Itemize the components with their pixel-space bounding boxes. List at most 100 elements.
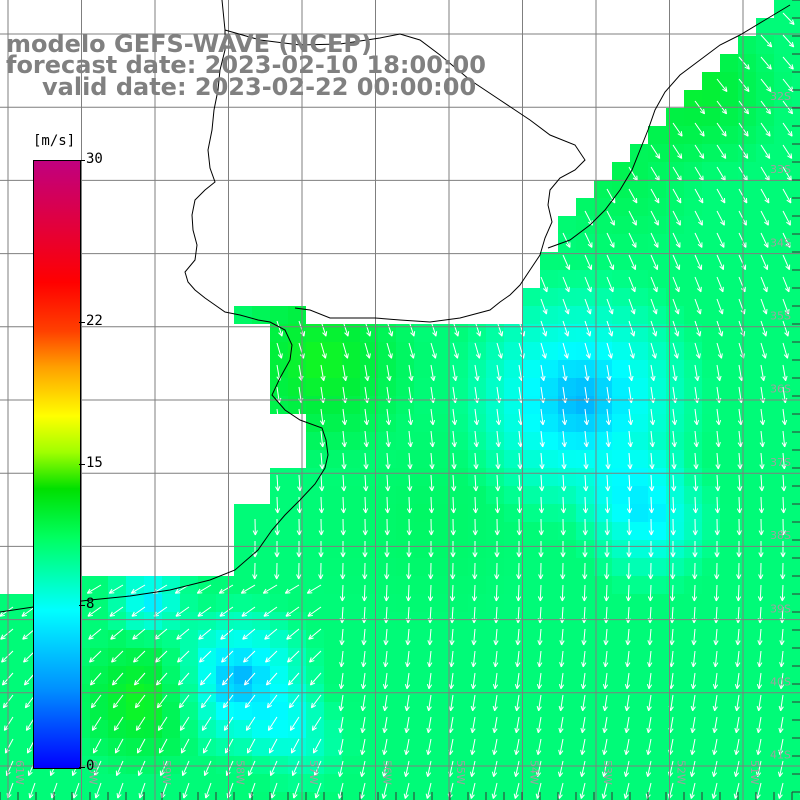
wind-arrow	[777, 760, 784, 777]
wind-arrow	[716, 254, 725, 271]
wind-speed-cell	[684, 360, 702, 378]
wind-arrow	[733, 760, 740, 777]
wind-arrow	[584, 342, 591, 359]
wind-speed-cell	[648, 720, 666, 738]
wind-speed-cell	[630, 666, 648, 684]
wind-speed-cell	[216, 612, 234, 630]
wind-speed-cell	[666, 630, 684, 648]
wind-speed-cell	[450, 612, 468, 630]
wind-arrow	[692, 518, 698, 536]
wind-arrow	[759, 430, 765, 448]
wind-arrow	[495, 474, 501, 492]
wind-arrow	[405, 584, 412, 602]
wind-speed-cell	[612, 306, 630, 324]
wind-arrow	[782, 12, 795, 25]
wind-speed-cell	[594, 198, 612, 216]
wind-arrow	[650, 276, 658, 293]
wind-speed-cell	[504, 666, 522, 684]
wind-arrow	[86, 584, 102, 594]
wind-speed-cell	[522, 756, 540, 774]
wind-speed-cell	[162, 792, 180, 800]
wind-speed-cell	[504, 450, 522, 468]
wind-arrow	[626, 562, 632, 580]
wind-speed-cell	[540, 324, 558, 342]
wind-speed-cell	[396, 774, 414, 792]
wind-speed-cell	[468, 774, 486, 792]
wind-speed-cell	[792, 144, 800, 162]
wind-speed-cell	[144, 774, 162, 792]
wind-speed-cell	[216, 630, 234, 648]
wind-arrow	[538, 496, 545, 514]
wind-speed-cell	[756, 342, 774, 360]
wind-speed-cell	[792, 702, 800, 720]
wind-speed-cell	[738, 54, 756, 72]
wind-speed-cell	[450, 720, 468, 738]
wind-speed-cell	[468, 504, 486, 522]
wind-speed-cell	[378, 504, 396, 522]
wind-speed-cell	[450, 522, 468, 540]
wind-speed-cell	[144, 666, 162, 684]
wind-speed-cell	[648, 324, 666, 342]
wind-speed-cell	[36, 774, 54, 792]
lon-label: 60W	[87, 760, 100, 785]
wind-speed-cell	[738, 252, 756, 270]
wind-speed-cell	[630, 216, 648, 234]
wind-arrow	[406, 496, 413, 514]
wind-speed-cell	[720, 198, 738, 216]
wind-speed-cell	[378, 414, 396, 432]
lon-label: 58W	[234, 760, 247, 785]
wind-arrow	[650, 232, 659, 248]
wind-speed-cell	[486, 540, 504, 558]
wind-speed-cell	[702, 252, 720, 270]
wind-arrow	[362, 518, 368, 536]
wind-arrow	[561, 430, 567, 448]
wind-arrow	[407, 474, 413, 492]
wind-speed-cell	[684, 396, 702, 414]
wind-speed-cell	[432, 630, 450, 648]
wind-speed-cell	[432, 558, 450, 576]
wind-speed-cell	[612, 612, 630, 630]
wind-speed-cell	[576, 288, 594, 306]
wind-arrow	[471, 650, 477, 668]
wind-speed-cell	[792, 720, 800, 738]
wind-speed-cell	[378, 594, 396, 612]
wind-speed-cell	[630, 540, 648, 558]
wind-speed-cell	[522, 360, 540, 378]
wind-arrow	[159, 760, 168, 777]
wind-speed-cell	[720, 720, 738, 738]
colorbar-unit: [m/s]	[33, 133, 76, 149]
wind-speed-cell	[720, 270, 738, 288]
wind-speed-cell	[576, 234, 594, 252]
wind-speed-cell	[90, 576, 108, 594]
wind-speed-cell	[126, 774, 144, 792]
wind-speed-cell	[450, 630, 468, 648]
wind-speed-cell	[162, 774, 180, 792]
wind-arrow	[219, 606, 234, 617]
wind-speed-cell	[162, 648, 180, 666]
valid-date-title: valid date: 2023-02-22 00:00:00	[42, 73, 477, 101]
wind-speed-cell	[270, 594, 288, 612]
lon-label: 57W	[307, 760, 320, 785]
wind-arrow	[177, 650, 190, 663]
wind-arrow	[562, 364, 568, 382]
wind-arrow	[427, 584, 434, 602]
wind-arrow	[470, 672, 477, 690]
wind-speed-cell	[702, 450, 720, 468]
wind-arrow	[288, 694, 300, 709]
wind-arrow	[715, 430, 721, 448]
wind-arrow	[491, 760, 498, 777]
wind-arrow	[408, 320, 416, 337]
wind-speed-cell	[702, 324, 720, 342]
lon-label: 61W	[13, 760, 26, 785]
wind-arrow	[449, 650, 455, 668]
wind-arrow	[627, 452, 633, 470]
wind-speed-cell	[306, 612, 324, 630]
wind-arrow	[782, 232, 791, 248]
wind-speed-cell	[486, 432, 504, 450]
wind-arrow	[429, 452, 435, 470]
wind-arrow	[50, 782, 58, 799]
wind-arrow	[359, 760, 366, 777]
wind-speed-cell	[648, 342, 666, 360]
wind-arrow	[737, 430, 743, 448]
wind-speed-cell	[720, 234, 738, 252]
